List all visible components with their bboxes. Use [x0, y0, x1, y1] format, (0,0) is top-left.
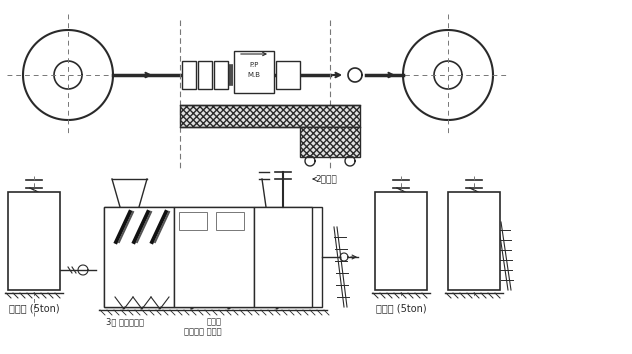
Bar	[448, 192, 500, 290]
Bar	[234, 51, 274, 93]
Bar	[182, 61, 196, 89]
Text: M.B: M.B	[248, 72, 260, 78]
Bar	[174, 207, 254, 307]
Text: 저류조 (5ton): 저류조 (5ton)	[9, 303, 59, 313]
Bar	[104, 207, 174, 307]
Bar	[180, 105, 360, 127]
Bar	[276, 61, 300, 89]
Bar	[254, 207, 312, 307]
Text: P.P: P.P	[249, 62, 258, 68]
Bar	[214, 61, 228, 89]
Text: 저장조 (5ton): 저장조 (5ton)	[375, 303, 427, 313]
Text: 2차필터: 2차필터	[315, 175, 337, 183]
Bar	[375, 192, 427, 290]
Bar	[8, 192, 60, 290]
Bar	[104, 207, 322, 307]
Bar	[216, 212, 244, 230]
Text: 미세버블 발생기: 미세버블 발생기	[184, 327, 222, 336]
Bar	[198, 61, 212, 89]
Bar	[300, 127, 360, 157]
Text: 반응조: 반응조	[207, 317, 221, 326]
Text: 3단 스트레이너: 3단 스트레이너	[106, 317, 144, 326]
Bar	[179, 212, 207, 230]
